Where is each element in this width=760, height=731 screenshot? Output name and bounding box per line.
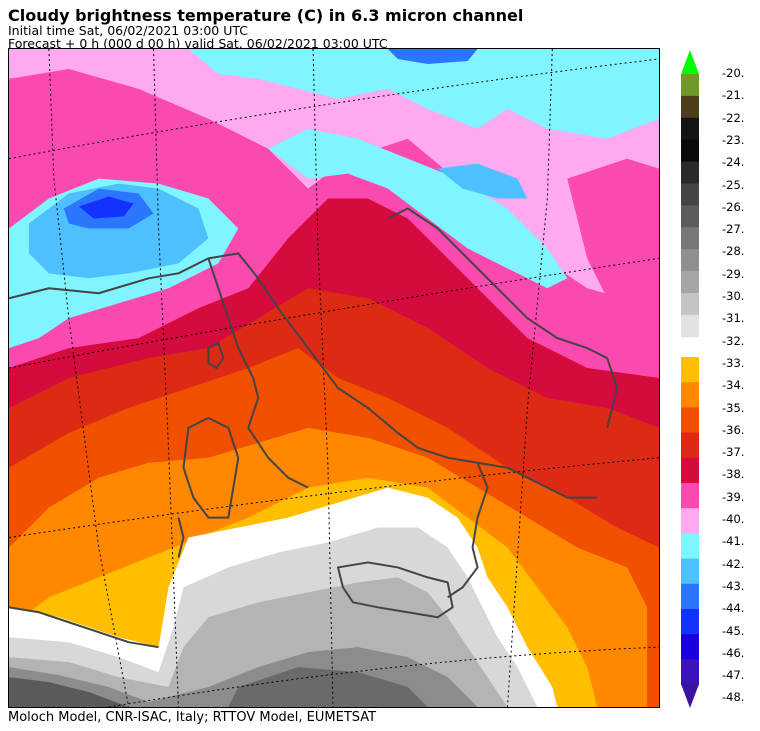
colorbar-swatch-upper (681, 74, 699, 97)
colorbar-tick-label: -41. (722, 534, 745, 549)
colorbar-tick-label: -39. (722, 489, 745, 504)
colorbar-swatch-lower (681, 558, 699, 585)
colorbar-swatch-lower (681, 583, 699, 610)
colorbar-tick-label: -29. (722, 266, 745, 281)
brightness-temperature-map (8, 48, 660, 708)
field-darkest-grey (9, 677, 129, 707)
colorbar-swatch-lower (681, 382, 699, 408)
colorbar-swatch-lower (681, 457, 699, 484)
colorbar-tick-label: -31. (722, 311, 745, 326)
colorbar-tick-label: -44. (722, 601, 745, 616)
colorbar-tick-label: -33. (722, 355, 745, 370)
map-title: Cloudy brightness temperature (C) in 6.3… (8, 6, 524, 25)
colorbar-tick-label: -25. (722, 177, 745, 192)
colorbar-tick-label: -38. (722, 467, 745, 482)
colorbar-tick-label: -26. (722, 199, 745, 214)
initial-time-label: Initial time Sat, 06/02/2021 03:00 UTC (8, 23, 249, 38)
model-credit: Moloch Model, CNR-ISAC, Italy; RTTOV Mod… (8, 710, 377, 725)
colorbar-swatch-upper (681, 139, 699, 163)
colorbar-swatch-upper (681, 271, 699, 294)
colorbar-tick-label: -43. (722, 578, 745, 593)
colorbar-upper-ramp (681, 74, 699, 338)
colorbar-swatch-lower (681, 609, 699, 635)
colorbar-swatch-upper (681, 161, 699, 184)
field-darkest-grey-2 (228, 667, 428, 707)
colorbar-tick-label: -22. (722, 110, 745, 125)
field-cyan-central (268, 128, 568, 289)
field-cyan-north (188, 49, 659, 139)
colorbar-bottom-arrow (681, 684, 699, 708)
forecast-label: Forecast + 0 h (000 d 00 h) valid Sat, 0… (8, 36, 388, 51)
colorbar-swatch-upper (681, 293, 699, 316)
colorbar-swatch-upper (681, 183, 699, 206)
colorbar-swatch-lower (681, 432, 699, 459)
field-blue-north (387, 49, 478, 64)
colorbar-tick-label: -35. (722, 400, 745, 415)
colorbar-tick-label: -37. (722, 445, 745, 460)
colorbar-tick-label: -20. (722, 66, 745, 80)
colorbar-swatch-lower (681, 508, 699, 534)
field-darkblue-west (78, 196, 134, 219)
colorbar-tick-label: -21. (722, 88, 745, 103)
colorbar-swatch-lower (681, 483, 699, 509)
field-pink-east (567, 158, 659, 309)
graticule (9, 49, 659, 707)
colorbar-tick-label: -23. (722, 132, 745, 147)
colorbar-tick-label: -24. (722, 155, 745, 170)
colorbar-top-arrow (681, 50, 699, 74)
colorbar-tick-label: -47. (722, 668, 745, 683)
colorbar-swatch-upper (681, 95, 699, 119)
colorbar-tick-label: -34. (722, 378, 745, 393)
colorbar-swatch-upper (681, 227, 699, 250)
colorbar-tick-label: -48. (722, 690, 745, 705)
colorbar-tick-label: -32. (722, 333, 745, 348)
colorbar-swatch-lower (681, 634, 699, 660)
colorbar-swatch-lower (681, 357, 699, 383)
field-skyblue-central (437, 163, 528, 199)
colorbar-swatch-upper (681, 249, 699, 272)
colorbar-tick-label: -46. (722, 645, 745, 660)
coastlines (9, 207, 619, 649)
colorbar-tick-label: -27. (722, 222, 745, 237)
colorbar-tick-label: -36. (722, 422, 745, 437)
colorbar-tick-label: -30. (722, 289, 745, 303)
colorbar-swatch-upper (681, 117, 699, 141)
colorbar-tick-label: -45. (722, 623, 745, 638)
colorbar-lower-ramp (681, 357, 699, 686)
colorbar-swatch-lower (681, 659, 699, 686)
colorbar-swatch-upper (681, 205, 699, 228)
colorbar-swatch-lower (681, 533, 699, 560)
colorbar-swatch-lower (681, 407, 699, 434)
colorbar-swatch-upper (681, 314, 699, 338)
colorbar-tick-label: -28. (722, 244, 745, 259)
colorbar-tick-label: -42. (722, 556, 745, 571)
colorbar-tick-label: -40. (722, 512, 745, 526)
